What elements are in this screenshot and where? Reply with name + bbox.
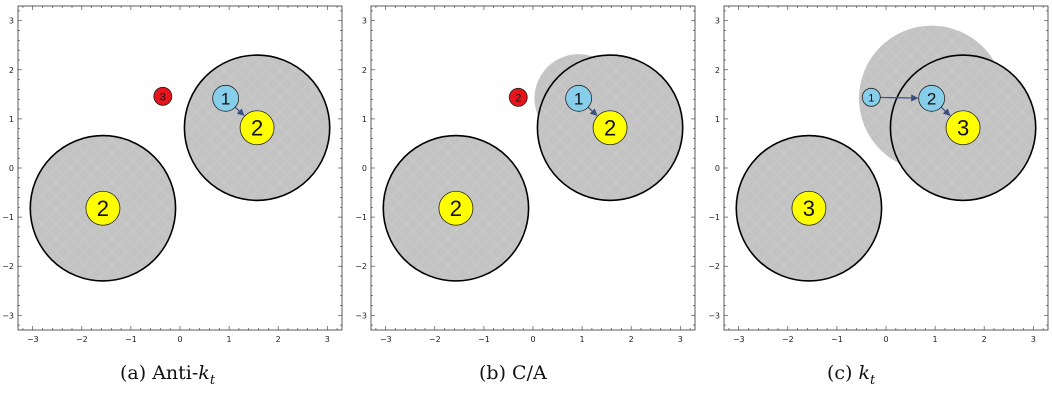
x-tick-label: 1 (933, 335, 938, 344)
y-tick-label: −3 (355, 311, 367, 320)
particle-marker (239, 110, 275, 146)
x-tick-label: −1 (831, 335, 843, 344)
particle-label: 2 (450, 196, 462, 221)
caption-b-label: C/A (512, 362, 547, 384)
x-tick-label: 0 (177, 335, 182, 344)
particle-label: 1 (574, 89, 583, 108)
y-tick-label: 1 (715, 115, 720, 124)
particle-label: 1 (221, 89, 230, 108)
particle-label: 2 (97, 196, 109, 221)
y-tick-label: 2 (715, 66, 720, 75)
caption-panel-tag: (c) (827, 362, 859, 384)
caption-panel-tag: (b) (479, 362, 513, 384)
caption-c-symbol: k (858, 362, 871, 384)
x-tick-label: 2 (276, 335, 281, 344)
jet-circle (735, 134, 883, 282)
caption-c: (c) kt (827, 362, 875, 388)
y-tick-label: 3 (9, 17, 14, 26)
particle-marker (212, 84, 240, 112)
y-tick-label: 1 (9, 115, 14, 124)
caption-a: (a) Anti-kt (120, 362, 215, 388)
merge-arrow (880, 94, 919, 102)
particle-marker (791, 190, 827, 226)
particle-marker (153, 86, 173, 106)
particle-label: 3 (160, 91, 166, 103)
caption-c-subscript: t (870, 372, 876, 388)
y-tick-label: 0 (362, 164, 367, 173)
x-tick-label: 1 (580, 335, 585, 344)
x-tick-label: −3 (380, 335, 392, 344)
y-tick-label: −2 (708, 262, 720, 271)
panel-2: −3 −2 −1 0 1 2 3 −3 −2 −1 0 1 2 3 3 3 2 1 (708, 5, 1049, 344)
jet-circle (29, 134, 177, 282)
y-tick-label: 2 (9, 66, 14, 75)
caption-panel-tag: (a) (120, 362, 153, 384)
x-tick-label: 3 (1031, 335, 1036, 344)
caption-b: (b) C/A (479, 362, 547, 384)
particle-marker (438, 190, 474, 226)
particle-marker (918, 84, 946, 112)
y-tick-label: 1 (362, 115, 367, 124)
merge-arrow (940, 106, 951, 116)
x-tick-label: 0 (883, 335, 888, 344)
y-tick-label: 0 (9, 164, 14, 173)
y-tick-label: 2 (362, 66, 367, 75)
particle-label: 3 (957, 116, 969, 141)
x-tick-label: 2 (982, 335, 987, 344)
particle-label: 2 (604, 116, 616, 141)
y-tick-label: −2 (2, 262, 14, 271)
y-tick-label: −3 (708, 311, 720, 320)
particle-label: 3 (803, 196, 815, 221)
caption-a-symbol: k (198, 362, 210, 384)
x-tick-label: −1 (125, 335, 137, 344)
particle-label: 2 (515, 92, 521, 104)
caption-a-label: Anti- (152, 362, 199, 384)
merge-arrow (587, 106, 598, 116)
x-tick-label: −1 (478, 335, 490, 344)
particle-marker (861, 87, 881, 107)
x-tick-label: −2 (429, 335, 441, 344)
particle-label: 2 (927, 89, 936, 108)
merge-arrow (234, 106, 245, 116)
y-tick-label: 0 (715, 164, 720, 173)
y-tick-label: −3 (2, 311, 14, 320)
y-tick-label: −1 (2, 213, 14, 222)
jet-circle (536, 54, 684, 202)
x-tick-label: 3 (325, 335, 330, 344)
particle-marker (508, 87, 528, 107)
y-tick-label: −1 (708, 213, 720, 222)
x-tick-label: 0 (530, 335, 535, 344)
panel-0: −3 −2 −1 0 1 2 3 −3 −2 −1 0 1 2 3 2 2 1 3 (2, 5, 343, 344)
x-tick-label: 2 (629, 335, 634, 344)
particle-marker (565, 84, 593, 112)
particle-label: 2 (251, 116, 263, 141)
x-tick-label: 3 (678, 335, 683, 344)
particle-marker (85, 190, 121, 226)
jet-circle (382, 134, 530, 282)
jet-circle (183, 54, 331, 202)
y-tick-label: −2 (355, 262, 367, 271)
x-tick-label: −2 (76, 335, 88, 344)
panel-1: −3 −2 −1 0 1 2 3 −3 −2 −1 0 1 2 3 2 2 1 2 (355, 5, 696, 344)
particle-marker (945, 110, 981, 146)
x-tick-label: 1 (227, 335, 232, 344)
y-tick-label: −1 (355, 213, 367, 222)
x-tick-label: −3 (733, 335, 745, 344)
particle-label: 1 (868, 92, 874, 104)
x-tick-label: −3 (27, 335, 39, 344)
particle-marker (592, 110, 628, 146)
x-tick-label: −2 (782, 335, 794, 344)
caption-a-subscript: t (209, 372, 216, 388)
y-tick-label: 3 (362, 17, 367, 26)
jet-circle (889, 54, 1037, 202)
y-tick-label: 3 (715, 17, 720, 26)
